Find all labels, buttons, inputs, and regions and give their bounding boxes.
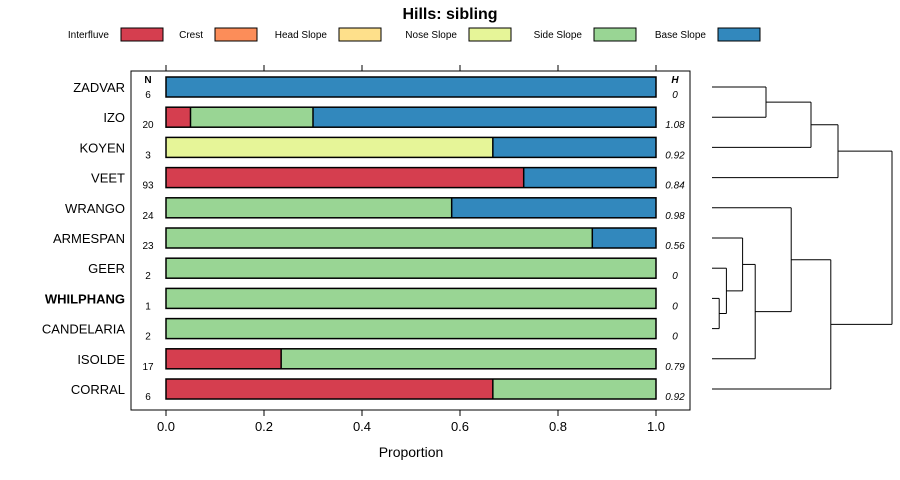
n-value-geer: 2 <box>145 271 151 282</box>
bar-outline-veet <box>165 166 657 189</box>
bar-segment-armespan-side-slope <box>166 228 593 248</box>
bar-outline-armespan <box>165 227 657 249</box>
category-label-armespan: ARMESPAN <box>53 231 125 246</box>
x-tick-label: 0.2 <box>255 419 273 434</box>
bar-segment-isolde-interfluve <box>166 348 282 369</box>
bar-segment-corral-interfluve <box>166 379 493 399</box>
legend-label-base-slope: Base Slope <box>655 30 707 41</box>
bar-segment-wrango-side-slope <box>166 197 452 218</box>
legend-swatch-side-slope <box>593 27 637 42</box>
legend-label-nose-slope: Nose Slope <box>405 30 457 41</box>
legend-swatch-crest <box>214 27 258 42</box>
legend-label-interfluve: Interfluve <box>68 30 110 41</box>
bars-group <box>165 76 657 400</box>
bar-segment-koyen-nose-slope <box>166 137 493 158</box>
h-column-header: H <box>671 75 679 86</box>
category-label-geer: GEER <box>88 261 125 276</box>
bar-segment-whilphang-side-slope <box>166 288 656 309</box>
category-label-izo: IZO <box>103 110 125 125</box>
x-axis-title: Proportion <box>379 444 444 460</box>
n-value-corral: 6 <box>145 392 151 403</box>
h-value-izo: 1.08 <box>665 120 685 131</box>
category-label-isolde: ISOLDE <box>77 352 125 367</box>
h-value-whilphang: 0 <box>672 301 678 312</box>
chart-title: Hills: sibling <box>402 6 497 23</box>
bar-outline-isolde <box>165 348 657 370</box>
n-value-candelaria: 2 <box>145 332 151 343</box>
bar-segment-koyen-base-slope <box>492 137 656 158</box>
x-tick-label: 0.4 <box>353 419 371 434</box>
h-value-geer: 0 <box>672 271 678 282</box>
category-label-koyen: KOYEN <box>79 140 125 155</box>
legend-swatch-nose-slope <box>468 27 512 42</box>
bar-outline-geer <box>165 257 657 279</box>
legend-swatch-base-slope <box>717 27 761 42</box>
h-value-armespan: 0.56 <box>665 241 685 252</box>
bar-outline-izo <box>165 106 657 128</box>
x-tick-label: 0.8 <box>549 419 567 434</box>
bar-outline-whilphang <box>165 287 657 310</box>
legend-label-side-slope: Side Slope <box>534 30 583 41</box>
legend: Interfluve Crest Head Slope Nose Slope Side … <box>68 27 761 42</box>
bar-segment-candelaria-side-slope <box>166 318 656 339</box>
bar-outline-koyen <box>165 136 657 159</box>
legend-label-crest: Crest <box>179 30 203 41</box>
bar-segment-izo-side-slope <box>190 107 313 128</box>
bar-outline-wrango <box>165 197 657 219</box>
category-label-candelaria: CANDELARIA <box>42 322 125 337</box>
bar-outline-corral <box>165 378 657 400</box>
plot-frame <box>130 70 691 411</box>
x-axis: 0.0 0.2 0.4 0.6 0.8 1.0 <box>157 65 665 434</box>
category-label-corral: CORRAL <box>71 382 125 397</box>
h-value-zadvar: 0 <box>672 90 678 101</box>
n-value-koyen: 3 <box>145 150 151 161</box>
bar-segment-geer-side-slope <box>166 258 656 279</box>
x-tick-label: 1.0 <box>647 419 665 434</box>
bar-segment-zadvar-base-slope <box>166 77 656 97</box>
h-value-isolde: 0.79 <box>665 362 685 373</box>
n-value-whilphang: 1 <box>145 301 151 312</box>
n-value-veet: 93 <box>142 181 154 192</box>
bar-segment-armespan-base-slope <box>592 228 656 248</box>
bar-segment-izo-interfluve <box>166 107 191 128</box>
category-label-zadvar: ZADVAR <box>73 80 125 95</box>
n-value-wrango: 24 <box>142 211 154 222</box>
n-value-zadvar: 6 <box>145 90 151 101</box>
bar-segment-wrango-base-slope <box>451 197 656 218</box>
bar-segment-isolde-side-slope <box>281 348 656 369</box>
bar-segment-corral-side-slope <box>492 379 656 399</box>
legend-label-head-slope: Head Slope <box>275 30 328 41</box>
category-label-veet: VEET <box>91 171 125 186</box>
h-value-veet: 0.84 <box>665 181 685 192</box>
category-label-wrango: WRANGO <box>65 201 125 216</box>
bar-segment-veet-base-slope <box>523 167 656 188</box>
n-value-isolde: 17 <box>142 362 154 373</box>
h-value-koyen: 0.92 <box>665 150 685 161</box>
category-label-whilphang: WHILPHANG <box>45 291 125 306</box>
legend-swatch-interfluve <box>120 27 164 42</box>
bar-outline-zadvar <box>165 76 657 98</box>
x-tick-label: 0.0 <box>157 419 175 434</box>
bar-segment-izo-base-slope <box>313 107 656 128</box>
n-value-izo: 20 <box>142 120 154 131</box>
legend-swatch-head-slope <box>338 27 382 42</box>
n-value-armespan: 23 <box>142 241 154 252</box>
bar-outline-candelaria <box>165 317 657 340</box>
h-value-corral: 0.92 <box>665 392 685 403</box>
n-column-header: N <box>144 75 151 86</box>
dendrogram <box>712 86 893 390</box>
bar-segment-veet-interfluve <box>166 167 524 188</box>
x-tick-label: 0.6 <box>451 419 469 434</box>
h-value-candelaria: 0 <box>672 332 678 343</box>
h-value-wrango: 0.98 <box>665 211 685 222</box>
